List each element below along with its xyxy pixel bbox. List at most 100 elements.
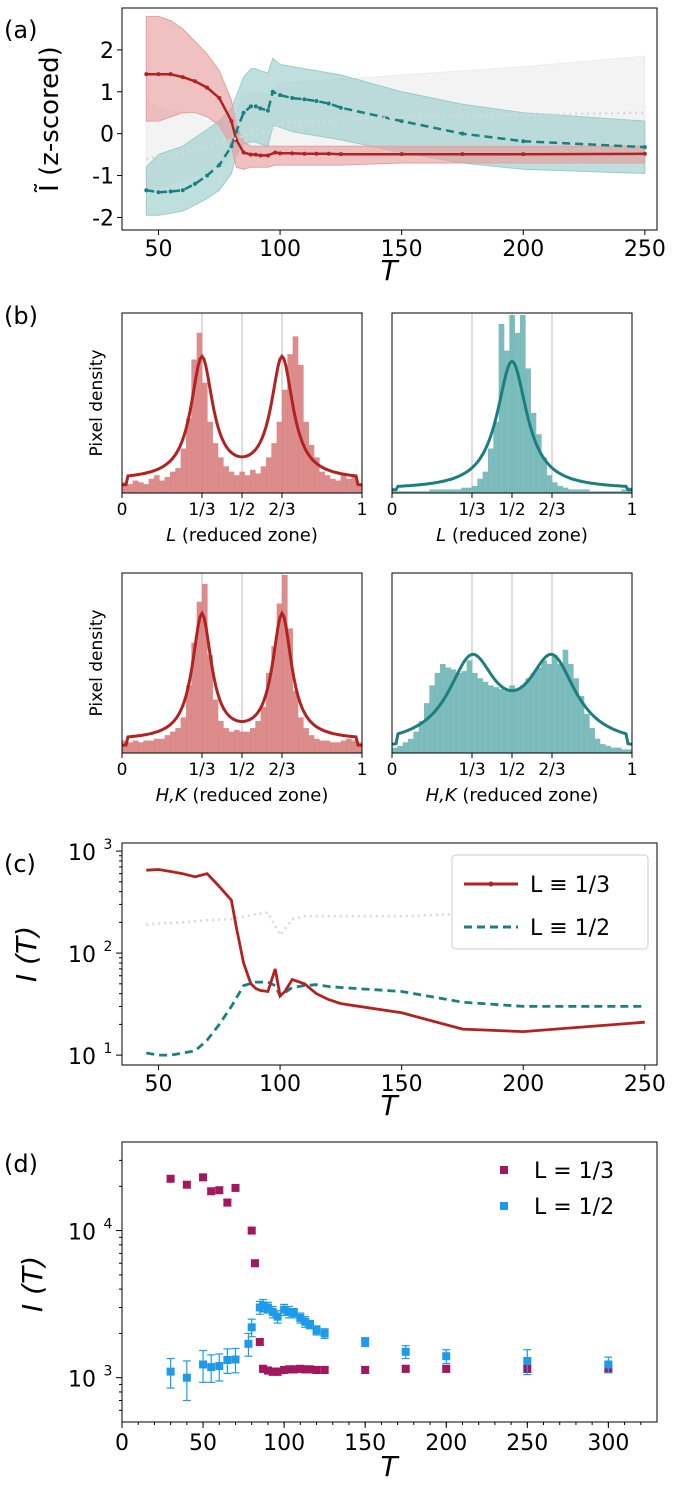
xtick-label-c: 200 — [502, 1072, 544, 1097]
hist-bar-b — [418, 720, 425, 753]
point-a-0 — [205, 85, 210, 90]
xlabel-c: T — [380, 1089, 399, 1122]
point-d-1 — [301, 1317, 310, 1326]
hist-bar-b — [557, 485, 563, 493]
ytick-label-a: 0 — [100, 123, 114, 148]
hist-bar-b — [308, 444, 315, 493]
hist-bar-b — [212, 699, 219, 753]
hist-bar-b — [392, 747, 398, 753]
point-d-0 — [361, 1365, 370, 1374]
ytick-exp-d: 3 — [104, 1364, 113, 1380]
hist-bar-b — [351, 476, 357, 493]
point-a-1 — [326, 101, 331, 106]
hist-bar-b — [504, 350, 510, 493]
point-d-0 — [289, 1365, 298, 1374]
point-a-1 — [338, 105, 343, 110]
ytick-base-d: 10 — [68, 1368, 96, 1393]
hist-bar-b — [228, 471, 235, 493]
point-a-1 — [156, 190, 161, 195]
point-a-0 — [521, 152, 526, 157]
point-a-0 — [326, 151, 331, 156]
hist-bar-b — [568, 664, 574, 753]
hist-bar-b — [244, 731, 251, 753]
ylabel-c: I (T) — [10, 926, 43, 982]
point-a-1 — [278, 93, 283, 98]
hist-bar-b — [424, 491, 430, 493]
xlabel-var-b: H,K — [156, 785, 188, 806]
xtick-label-c: 100 — [259, 1072, 301, 1097]
point-d-0 — [320, 1365, 329, 1374]
hist-bar-b — [239, 731, 245, 753]
hist-bar-b — [621, 489, 627, 493]
point-d-1 — [182, 1373, 191, 1382]
point-d-0 — [442, 1364, 451, 1373]
hist-bar-b — [218, 457, 224, 493]
xtick-label-b: 1 — [357, 500, 368, 520]
point-d-1 — [284, 1307, 293, 1316]
point-a-0 — [642, 151, 647, 156]
hist-bar-b — [589, 728, 595, 753]
hist-bar-b — [434, 489, 441, 493]
hist-bar-b — [562, 649, 569, 753]
xtick-label-b: 0 — [387, 760, 398, 780]
hist-bar-b — [196, 601, 203, 753]
line-c-1 — [146, 980, 645, 1057]
point-d-1 — [273, 1312, 282, 1321]
hist-bar-b — [594, 491, 601, 493]
hist-bar-b — [143, 484, 149, 493]
hist-bar-b — [514, 688, 521, 753]
point-d-1 — [361, 1337, 370, 1346]
hist-bar-b — [122, 482, 128, 493]
point-d-1 — [215, 1362, 224, 1371]
hist-bar-b — [466, 487, 473, 493]
hist-bar-b — [413, 491, 419, 493]
kde-curve-b — [392, 359, 632, 492]
hist-bar-b — [397, 491, 403, 493]
hist-bar-b — [298, 717, 304, 753]
hist-bar-b — [450, 669, 457, 753]
hist-bar-b — [282, 389, 288, 493]
xtick-label-b: 2/3 — [538, 760, 565, 780]
hist-bar-b — [546, 664, 553, 753]
point-d-0 — [207, 1187, 216, 1196]
hist-bar-b — [456, 489, 462, 493]
xtick-label-b: 1/3 — [188, 500, 215, 520]
ytick-exp-d: 4 — [104, 1217, 113, 1233]
hist-bar-b — [605, 491, 611, 493]
point-d-0 — [215, 1186, 224, 1195]
point-d-0 — [255, 1337, 264, 1346]
hist-bar-b — [584, 713, 590, 753]
kde-curve-b — [391, 652, 633, 746]
hist-bar-b — [340, 475, 347, 493]
hist-bar-b — [356, 742, 363, 753]
kde-curve-b — [121, 610, 363, 747]
hist-bar-b — [408, 738, 414, 753]
point-a-0 — [192, 79, 197, 84]
xlabel-text-b: (reduced zone) — [446, 525, 588, 546]
legend-entry-d: L = 1/3 — [534, 1159, 614, 1184]
hist-bar-b — [346, 478, 352, 493]
hist-bar-b — [498, 688, 505, 753]
point-d-1 — [247, 1323, 256, 1332]
hist-bar-b — [530, 672, 537, 753]
hist-bar-b — [429, 685, 435, 753]
hist-bar-b — [282, 575, 288, 753]
point-d-1 — [166, 1367, 175, 1376]
hist-bar-b — [164, 476, 171, 493]
point-d-0 — [306, 1365, 315, 1374]
xtick-label-b: 1/3 — [458, 500, 485, 520]
point-d-1 — [268, 1307, 277, 1316]
xlabel-d: T — [380, 1450, 399, 1483]
point-d-1 — [207, 1363, 216, 1372]
hist-bar-b — [429, 489, 435, 493]
hist-bar-b — [319, 471, 325, 493]
hist-bar-b — [212, 443, 219, 493]
hist-bar-b — [196, 332, 203, 493]
point-d-1 — [401, 1347, 410, 1356]
point-a-1 — [192, 181, 197, 186]
point-a-1 — [144, 188, 149, 193]
hist-bar-b — [477, 478, 483, 493]
point-a-1 — [168, 189, 173, 194]
point-a-0 — [265, 153, 270, 158]
hist-bar-b — [223, 728, 229, 753]
